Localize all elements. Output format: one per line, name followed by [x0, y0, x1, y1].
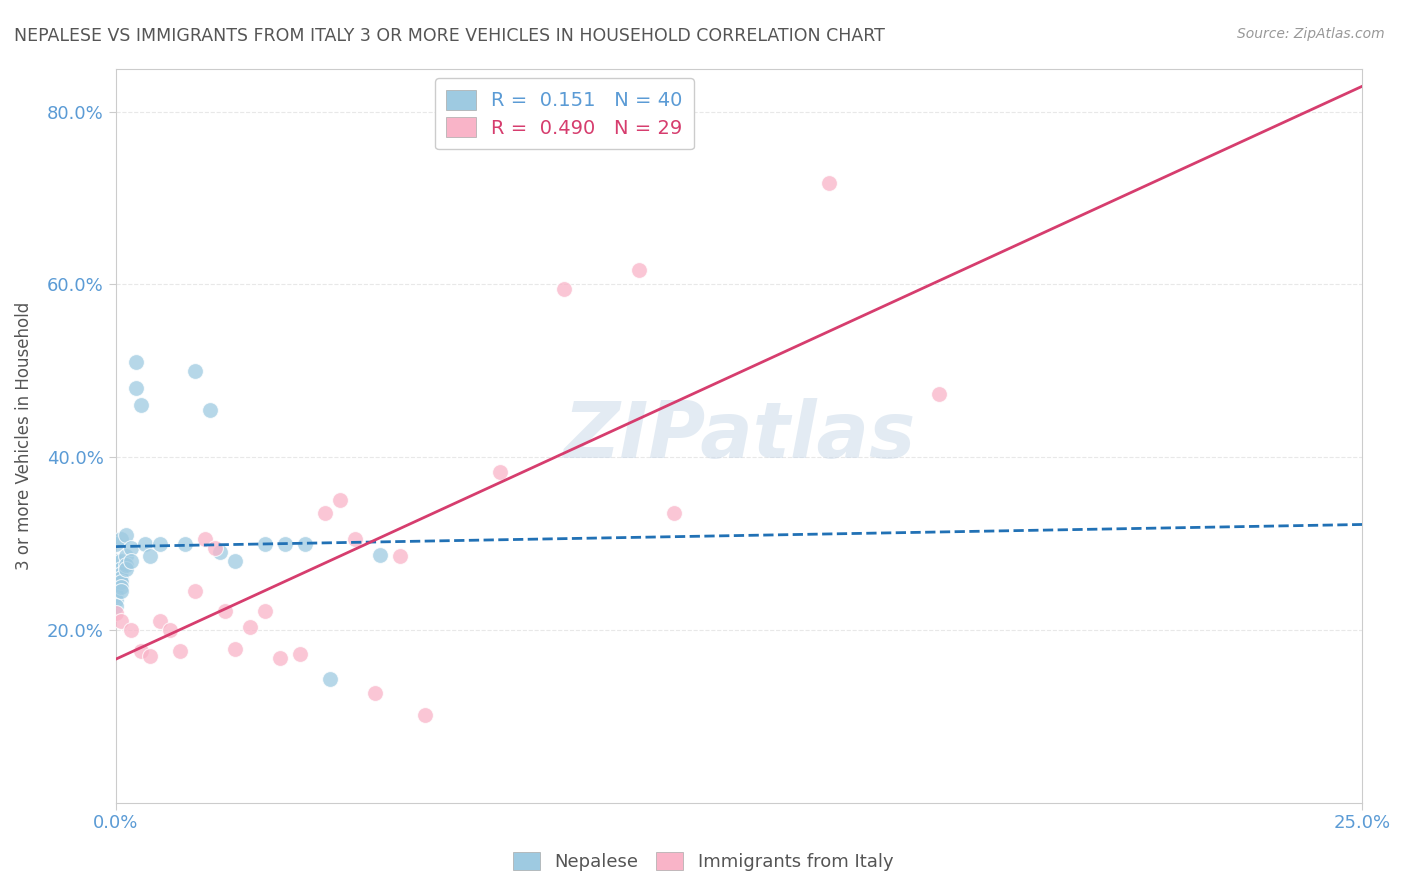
Legend: Nepalese, Immigrants from Italy: Nepalese, Immigrants from Italy [505, 845, 901, 879]
Point [254, 604, 277, 618]
Point [288, 647, 311, 661]
Point [114, 558, 136, 573]
Point [343, 532, 366, 546]
Point [388, 549, 411, 564]
Text: NEPALESE VS IMMIGRANTS FROM ITALY 3 OR MORE VEHICLES IN HOUSEHOLD CORRELATION CH: NEPALESE VS IMMIGRANTS FROM ITALY 3 OR M… [14, 27, 884, 45]
Point [104, 575, 127, 590]
Point [139, 549, 162, 564]
Legend: R =  0.151   N = 40, R =  0.490   N = 29: R = 0.151 N = 40, R = 0.490 N = 29 [434, 78, 695, 150]
Point [120, 541, 142, 555]
Y-axis label: 3 or more Vehicles in Household: 3 or more Vehicles in Household [15, 301, 32, 570]
Point [224, 554, 246, 568]
Point [120, 554, 142, 568]
Point [209, 545, 232, 559]
Point [110, 584, 132, 599]
Point [159, 623, 181, 637]
Point [184, 364, 207, 378]
Point [104, 592, 127, 607]
Point [110, 532, 132, 546]
Point [110, 580, 132, 594]
Point [927, 387, 949, 401]
Point [104, 536, 127, 550]
Point [254, 536, 277, 550]
Point [124, 381, 146, 395]
Point [134, 536, 156, 550]
Point [104, 599, 127, 613]
Point [239, 620, 262, 634]
Text: Source: ZipAtlas.com: Source: ZipAtlas.com [1237, 27, 1385, 41]
Point [149, 614, 172, 628]
Point [149, 536, 172, 550]
Point [110, 571, 132, 585]
Point [184, 584, 207, 599]
Point [662, 506, 685, 520]
Point [413, 707, 436, 722]
Point [104, 566, 127, 581]
Point [110, 575, 132, 590]
Point [174, 536, 197, 550]
Point [553, 282, 575, 296]
Point [319, 672, 342, 686]
Point [120, 623, 142, 637]
Point [104, 584, 127, 599]
Point [314, 506, 336, 520]
Point [110, 614, 132, 628]
Point [104, 580, 127, 594]
Point [269, 650, 291, 665]
Point [110, 562, 132, 576]
Point [224, 641, 246, 656]
Point [817, 176, 839, 190]
Point [114, 549, 136, 564]
Point [114, 528, 136, 542]
Point [139, 648, 162, 663]
Point [169, 644, 191, 658]
Point [104, 588, 127, 602]
Point [214, 604, 236, 618]
Point [294, 536, 316, 550]
Point [129, 398, 152, 412]
Point [129, 644, 152, 658]
Point [628, 262, 651, 277]
Point [124, 355, 146, 369]
Point [274, 536, 297, 550]
Point [368, 548, 391, 562]
Point [104, 571, 127, 585]
Point [114, 562, 136, 576]
Point [204, 541, 226, 555]
Point [110, 554, 132, 568]
Point [194, 532, 217, 546]
Point [104, 554, 127, 568]
Point [488, 465, 510, 479]
Point [110, 566, 132, 581]
Point [200, 402, 222, 417]
Point [104, 606, 127, 620]
Point [364, 686, 387, 700]
Text: ZIPatlas: ZIPatlas [562, 398, 915, 474]
Point [329, 493, 352, 508]
